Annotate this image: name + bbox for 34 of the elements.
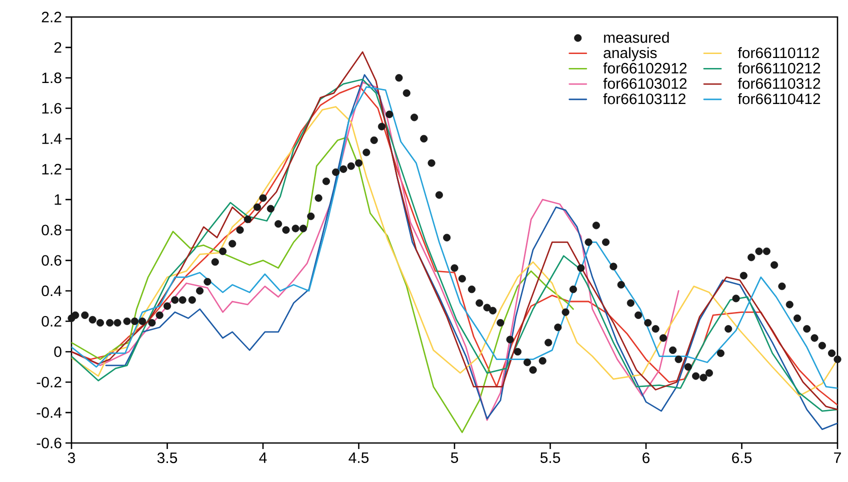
y-tick-label: 0.4	[42, 286, 62, 296]
legend-label: for66110212	[738, 62, 820, 74]
y-tick-label: 1.8	[42, 72, 62, 84]
legend-label: for66102912	[603, 62, 687, 74]
y-tick-label: 0.8	[42, 224, 62, 236]
line-series	[72, 136, 574, 434]
x-tick-label: 4	[259, 452, 267, 463]
y-tick-label: 0.6	[42, 255, 62, 266]
x-tick-label: 5	[450, 452, 458, 463]
x-tick-label: 3.5	[157, 452, 178, 464]
y-tick-label: 1.2	[42, 164, 62, 174]
legend-label: for66103012	[603, 78, 687, 89]
legend-label: analysis	[604, 47, 657, 62]
x-tick-label: 3	[68, 452, 76, 464]
y-tick-label: 1.6	[42, 102, 62, 114]
legend-label: for66103112	[603, 93, 686, 104]
y-tick-label: 2	[54, 42, 62, 53]
x-tick-label: 6	[642, 452, 650, 464]
y-tick-label: -0.4	[36, 407, 62, 418]
x-tick-label: 7	[834, 452, 841, 463]
legend-label: measured	[604, 32, 669, 43]
x-tick-label: 4.5	[348, 452, 369, 463]
legend-label: for66110112	[738, 47, 819, 58]
x-tick-label: 6.5	[732, 452, 752, 464]
y-tick-label: -0.2	[36, 376, 62, 388]
y-tick-label: 1.4	[42, 134, 62, 144]
y-tick-label: 1	[54, 194, 62, 205]
legend-label: for66110312	[738, 78, 820, 89]
y-tick-label: 2.2	[42, 12, 62, 22]
y-tick-label: 0	[54, 346, 62, 358]
x-tick-label: 5.5	[540, 452, 560, 463]
legend-label: for66110412	[738, 93, 820, 104]
y-tick-label: 0.2	[42, 316, 62, 327]
y-tick-label: -0.6	[36, 438, 62, 448]
